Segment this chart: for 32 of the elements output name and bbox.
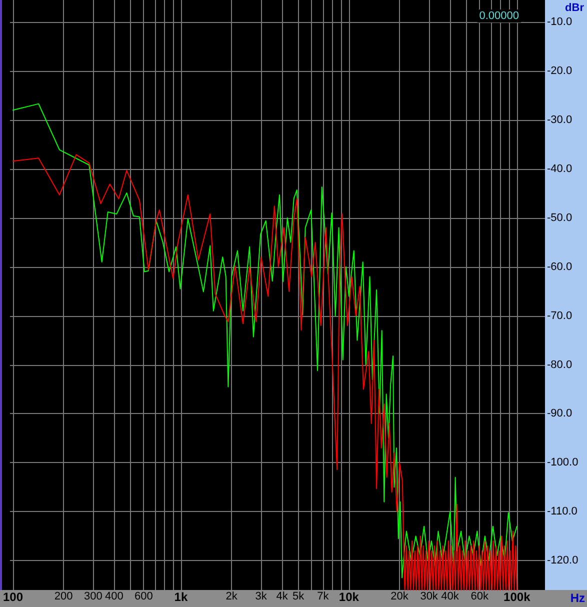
x-tick-label: 60k xyxy=(470,590,489,602)
y-tick-label: -60.0 xyxy=(547,260,572,273)
x-tick-label: 40k xyxy=(441,590,460,602)
x-tick-label: 4k xyxy=(276,590,288,602)
y-tick-label: -100.0 xyxy=(547,456,578,469)
y-tick-label: -50.0 xyxy=(547,212,572,224)
x-tick-label: 100k xyxy=(504,590,531,604)
x-tick-label: 7k xyxy=(317,590,330,602)
y-tick-label: -20.0 xyxy=(547,64,572,77)
y-tick-label: -90.0 xyxy=(547,408,572,420)
y-tick-label: -110.0 xyxy=(547,506,578,518)
y-tick-label: -30.0 xyxy=(547,114,572,126)
x-tick-label: 200 xyxy=(54,590,73,602)
y-axis-title: dBr xyxy=(565,2,585,14)
x-tick-label: 3k xyxy=(255,590,268,602)
x-tick-label: 1k xyxy=(174,590,188,604)
x-tick-label: 20k xyxy=(390,590,409,602)
x-tick-label: 2k xyxy=(226,590,238,602)
y-tick-label: -10.0 xyxy=(547,16,572,28)
x-tick-label: 400 xyxy=(104,590,124,602)
y-tick-label: -120.0 xyxy=(547,554,578,567)
y-tick-label: -40.0 xyxy=(547,162,572,175)
x-tick-label: 10k xyxy=(338,590,360,604)
x-tick-label: 5k xyxy=(292,590,305,602)
x-tick-label: 300 xyxy=(84,590,102,602)
x-tick-label: 100 xyxy=(2,590,24,604)
x-tick-label: 600 xyxy=(134,590,153,602)
y-tick-label: -70.0 xyxy=(547,310,572,322)
x-axis-title: Hz xyxy=(570,591,585,605)
annotation: 0.00000 xyxy=(479,10,519,22)
y-tick-label: -80.0 xyxy=(547,358,572,371)
x-tick-label: 30k xyxy=(420,590,438,602)
